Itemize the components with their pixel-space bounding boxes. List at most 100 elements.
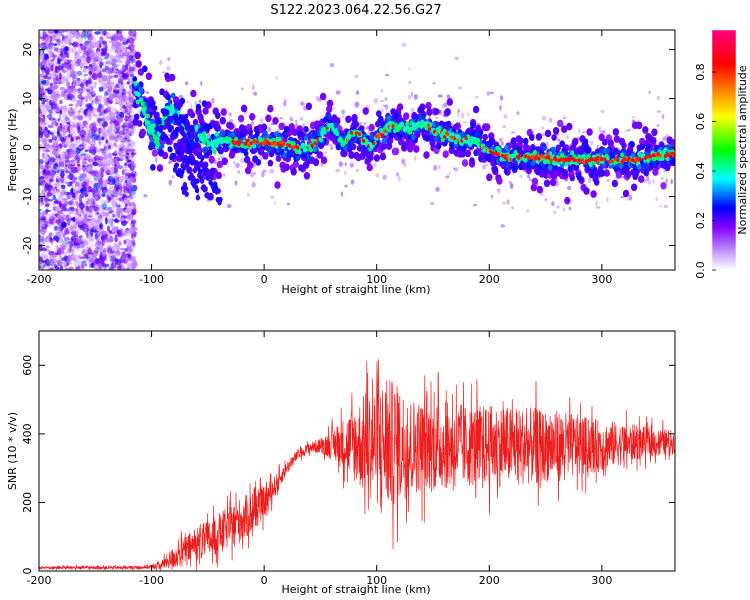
heatmap-cell <box>373 154 380 162</box>
heatmap-cell <box>543 179 551 188</box>
heatmap-cell <box>58 138 62 142</box>
heatmap-cell <box>633 170 639 178</box>
heatmap-cell <box>53 168 58 172</box>
heatmap-cell <box>96 107 102 113</box>
heatmap-cell <box>40 169 43 175</box>
heatmap-cell <box>432 82 436 85</box>
heatmap-cell <box>217 157 221 161</box>
heatmap-cell <box>88 204 92 212</box>
heatmap-cell <box>90 243 96 247</box>
heatmap-cell <box>531 177 539 186</box>
heatmap-cell <box>71 192 76 199</box>
heatmap-cell <box>44 146 49 154</box>
heatmap-cell <box>244 156 250 164</box>
heatmap-cell <box>124 106 128 114</box>
heatmap-cell <box>606 178 610 183</box>
heatmap-cell <box>306 155 312 162</box>
heatmap-cell <box>53 136 56 141</box>
heatmap-cell <box>116 116 124 123</box>
heatmap-cell <box>567 185 572 191</box>
heatmap-cell <box>63 255 68 260</box>
heatmap-cell <box>106 124 112 128</box>
heatmap-cell <box>104 145 107 150</box>
heatmap-cell <box>629 141 635 148</box>
heatmap-cell <box>48 251 55 256</box>
heatmap-cell <box>243 150 249 157</box>
heatmap-cell <box>499 104 502 111</box>
heatmap-cell <box>562 208 566 212</box>
heatmap-cell <box>60 170 65 179</box>
heatmap-cell <box>113 173 121 178</box>
heatmap-cell <box>274 131 279 137</box>
heatmap-cell <box>39 102 43 108</box>
heatmap-cell <box>55 206 62 211</box>
heatmap-cell <box>124 131 128 136</box>
heatmap-cell <box>362 107 369 115</box>
heatmap-cell <box>50 150 55 155</box>
heatmap-cell <box>367 154 374 162</box>
heatmap-cell <box>593 179 600 186</box>
heatmap-cell <box>109 231 115 235</box>
heatmap-cell <box>423 151 430 159</box>
heatmap-cell <box>66 248 71 254</box>
heatmap-cell <box>79 131 85 135</box>
heatmap-cell <box>567 165 574 173</box>
heatmap-cell <box>58 254 62 259</box>
heatmap-cell <box>76 229 80 235</box>
heatmap-cell <box>142 65 148 73</box>
heatmap-cell <box>123 51 129 56</box>
heatmap-cell <box>408 81 412 85</box>
heatmap-cell <box>138 87 144 93</box>
heatmap-cell <box>190 103 193 109</box>
heatmap-cell <box>110 263 116 270</box>
heatmap-cell <box>448 171 451 176</box>
heatmap-cell <box>113 218 119 223</box>
heatmap-cell <box>126 39 130 43</box>
heatmap-cell <box>76 163 81 167</box>
heatmap-cell <box>73 261 80 268</box>
heatmap-cell <box>111 55 118 59</box>
heatmap-cell <box>74 52 80 59</box>
heatmap-cell <box>86 83 91 89</box>
heatmap-cell <box>456 111 460 118</box>
heatmap-cell <box>159 88 165 96</box>
heatmap-cell <box>446 98 453 106</box>
heatmap-cell <box>249 113 256 121</box>
heatmap-cell <box>46 237 51 243</box>
heatmap-cell <box>83 144 87 151</box>
heatmap-cell <box>122 73 128 79</box>
heatmap-cell <box>89 78 92 85</box>
heatmap-cell <box>39 87 43 94</box>
heatmap-cell <box>140 101 145 107</box>
heatmap-cell <box>100 126 107 134</box>
heatmap-cell <box>59 38 64 45</box>
heatmap-cell <box>97 160 103 164</box>
heatmap-cell <box>118 132 125 136</box>
heatmap-cell <box>126 178 133 185</box>
heatmap-cell <box>343 170 347 176</box>
heatmap-cell <box>605 148 611 154</box>
heatmap-cell <box>103 30 107 36</box>
heatmap-cell <box>43 198 49 203</box>
heatmap-cell <box>120 96 128 104</box>
heatmap-cell <box>97 257 102 264</box>
heatmap-cell <box>519 175 523 179</box>
heatmap-cell <box>83 32 87 40</box>
heatmap-cell <box>64 117 70 121</box>
heatmap-cell <box>599 169 606 177</box>
heatmap-cell <box>48 42 53 50</box>
heatmap-cell <box>302 123 305 126</box>
heatmap-cell <box>496 188 501 193</box>
heatmap-cell <box>97 183 102 191</box>
heatmap-cell <box>108 144 111 150</box>
heatmap-cell <box>595 200 598 206</box>
heatmap-cell <box>600 109 605 114</box>
heatmap-cell <box>473 149 479 157</box>
heatmap-cell <box>70 238 74 241</box>
heatmap-cell <box>414 155 417 162</box>
heatmap-cell <box>111 213 116 218</box>
heatmap-cell <box>115 258 119 265</box>
heatmap-cell <box>638 175 645 183</box>
heatmap-cell <box>60 176 65 184</box>
heatmap-cell <box>87 30 92 34</box>
